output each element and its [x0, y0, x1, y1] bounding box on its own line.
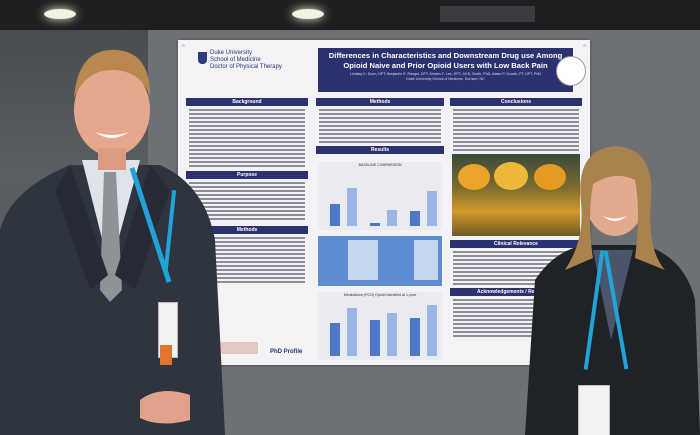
background-text [186, 109, 308, 167]
section-heading-conclusions: Conclusions [450, 98, 582, 106]
methods-text [186, 237, 308, 283]
woman-presenter [525, 146, 700, 435]
clinical-relevance-text [450, 251, 582, 285]
chart-bar [410, 211, 420, 226]
chart-bar [427, 305, 437, 356]
right-column-lower: Clinical Relevance Acknowledgements / Re… [450, 240, 582, 339]
baseline-bar-chart: BASELINE COMPARISON [318, 162, 442, 230]
chart-bar [330, 204, 340, 226]
left-column: Background Purpose Methods [186, 98, 308, 285]
section-heading-background: Background [186, 98, 308, 106]
section-heading-purpose: Purpose [186, 171, 308, 179]
pill-bottle [534, 164, 566, 190]
ceiling [0, 0, 700, 30]
chart-bar [387, 210, 397, 226]
push-pin [583, 44, 586, 47]
pill-bottle [494, 162, 528, 190]
poster-title-bar: Differences in Characteristics and Downs… [318, 48, 573, 92]
section-heading-clinical-relevance: Clinical Relevance [450, 240, 582, 248]
seal-icon [556, 56, 586, 86]
footer-graphic [218, 342, 258, 354]
shield-icon [198, 52, 207, 64]
chart-bar [387, 313, 397, 356]
man-presenter [0, 49, 225, 435]
research-poster: Duke University School of Medicine Docto… [178, 40, 590, 365]
methods-mid-text [316, 109, 444, 143]
affiliation: Duke University School of Medicine, Durh… [406, 77, 485, 81]
footer-logo: PhD Profile [270, 349, 303, 355]
chart-bar [370, 223, 380, 226]
name-badge [578, 385, 610, 435]
section-heading-results: Results [316, 146, 444, 154]
conclusions-text [450, 109, 582, 151]
section-heading-methods: Methods [186, 226, 308, 234]
ceiling-panel [440, 6, 535, 22]
chart-bar [370, 320, 380, 356]
pill-bottle [458, 164, 490, 190]
chart-title: Medications (PCO) Opioid Identified at 1… [343, 293, 417, 297]
acknowledgements-text [450, 299, 582, 337]
chart-title: BASELINE COMPARISON [358, 163, 402, 167]
chart-bar [347, 308, 357, 356]
purpose-text [186, 182, 308, 220]
results-table [318, 236, 442, 286]
section-heading-acknowledgements: Acknowledgements / References [450, 288, 582, 296]
ceiling-light [292, 9, 324, 19]
chart-bar [347, 188, 357, 226]
poster-authors: Lindsay K. Dunn, DPT; Benjamin E. Rangel… [322, 72, 569, 82]
logo-text: Duke University School of Medicine Docto… [210, 50, 282, 70]
poster-title: Differences in Characteristics and Downs… [328, 51, 563, 70]
chart-bar [410, 318, 420, 356]
author-list: Lindsay K. Dunn, DPT; Benjamin E. Rangel… [349, 72, 542, 76]
push-pin [182, 44, 185, 47]
chart-bar [427, 191, 437, 226]
middle-column: Methods Results [316, 98, 444, 154]
pill-bottles-photo [452, 154, 580, 236]
section-heading-methods-mid: Methods [316, 98, 444, 106]
medication-bar-chart: Medications (PCO) Opioid Identified at 1… [318, 292, 442, 360]
ceiling-light [44, 9, 76, 19]
badge-ribbon [160, 345, 172, 365]
chart-bar [330, 323, 340, 356]
right-column: Conclusions [450, 98, 582, 153]
